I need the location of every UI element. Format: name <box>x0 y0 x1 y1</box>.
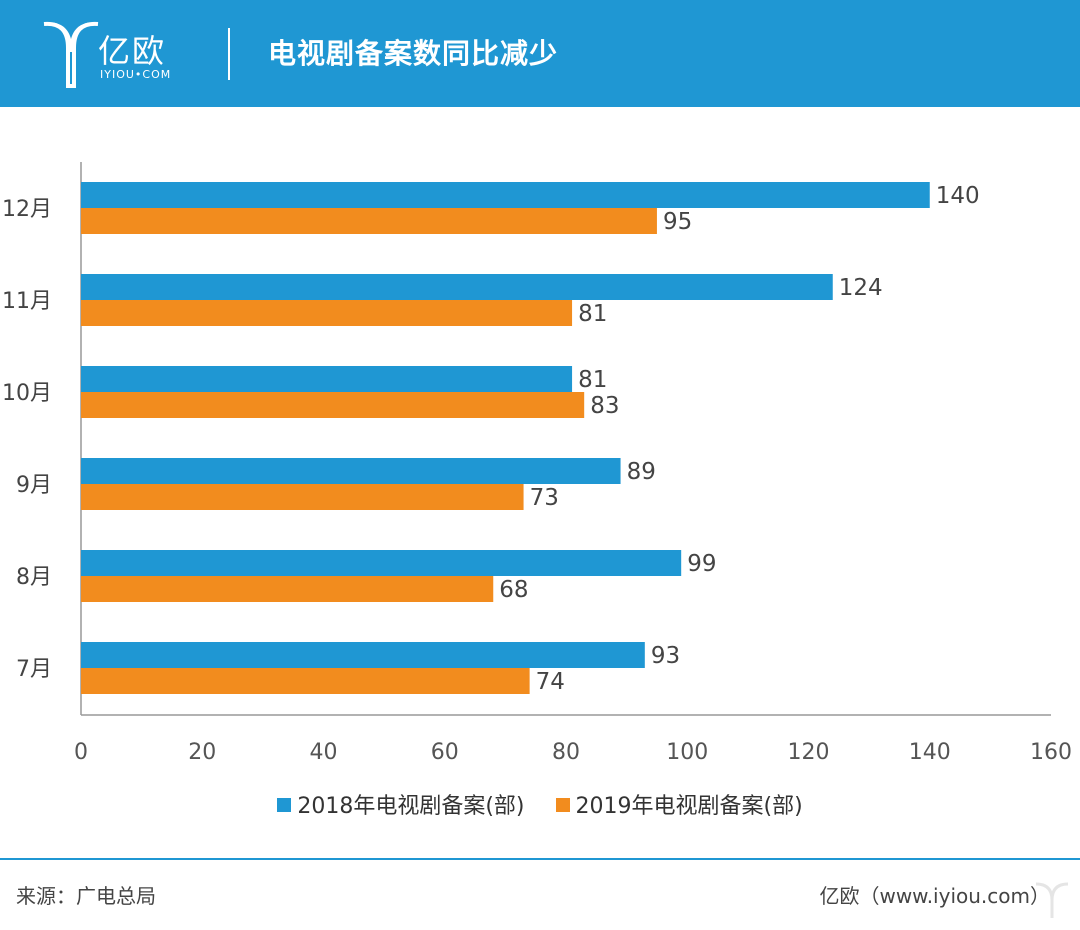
legend-swatch-2019 <box>555 798 570 812</box>
legend-label-2019: 2019年电视剧备案(部) <box>575 794 803 819</box>
bar-2018 <box>81 642 645 668</box>
bar-2019 <box>81 208 657 234</box>
bar-2019 <box>81 484 524 510</box>
iyiou-logo-icon <box>43 21 99 88</box>
x-tick-label: 0 <box>74 740 88 765</box>
data-label-2018: 81 <box>578 367 607 393</box>
x-tick-label: 20 <box>188 740 216 765</box>
bar-2018 <box>81 274 833 300</box>
header-bar: 亿欧 IYIOU•COM 电视剧备案数同比减少 <box>0 0 1080 107</box>
logo-text: 亿欧 <box>98 32 167 70</box>
bar-chart: 0 20 40 60 80 100 120 140 160 12月 140 95 11月 124 81 10月… <box>2 162 1072 765</box>
data-label-2018: 124 <box>839 275 883 301</box>
data-label-2019: 81 <box>578 301 607 327</box>
x-tick-label: 40 <box>310 740 338 765</box>
bar-2018 <box>81 550 682 576</box>
x-tick-label: 60 <box>431 740 459 765</box>
data-label-2018: 93 <box>651 643 680 669</box>
bar-2019 <box>81 300 573 326</box>
category-label: 8月 <box>16 565 52 590</box>
data-label-2018: 99 <box>687 551 716 577</box>
legend-item-2018: 2018年电视剧备案(部) <box>277 788 525 820</box>
data-label-2019: 73 <box>530 485 559 511</box>
data-label-2018: 89 <box>627 459 656 485</box>
bar-2019 <box>81 576 494 602</box>
legend-swatch-2018 <box>277 798 292 812</box>
watermark-logo-icon <box>1035 882 1069 918</box>
legend-label-2018: 2018年电视剧备案(部) <box>297 794 525 819</box>
bar-2018 <box>81 182 930 208</box>
footer-source: 来源：广电总局 <box>16 884 156 908</box>
x-tick-label: 80 <box>552 740 580 765</box>
x-tick-label: 120 <box>788 740 830 765</box>
bar-2019 <box>81 392 585 418</box>
header-divider <box>228 28 230 80</box>
footer-brand: 亿欧（www.iyiou.com） <box>819 884 1050 908</box>
bar-2019 <box>81 668 530 694</box>
x-tick-label: 160 <box>1030 740 1072 765</box>
x-tick-label: 100 <box>666 740 708 765</box>
data-label-2018: 140 <box>936 183 980 209</box>
logo-subtext: IYIOU•COM <box>100 68 172 81</box>
data-label-2019: 68 <box>499 577 528 603</box>
data-label-2019: 74 <box>536 669 565 695</box>
category-label: 9月 <box>16 473 52 498</box>
chart-legend: 2018年电视剧备案(部) 2019年电视剧备案(部) <box>0 788 1080 820</box>
page-title: 电视剧备案数同比减少 <box>268 37 559 70</box>
category-label: 7月 <box>16 657 52 682</box>
category-label: 11月 <box>2 289 52 314</box>
category-label: 10月 <box>2 381 52 406</box>
bar-2018 <box>81 366 573 392</box>
x-tick-label: 140 <box>909 740 951 765</box>
footer-divider <box>0 858 1080 860</box>
data-label-2019: 95 <box>663 209 692 235</box>
legend-item-2019: 2019年电视剧备案(部) <box>555 788 803 820</box>
data-label-2019: 83 <box>590 393 619 419</box>
bar-2018 <box>81 458 621 484</box>
category-label: 12月 <box>2 197 52 222</box>
